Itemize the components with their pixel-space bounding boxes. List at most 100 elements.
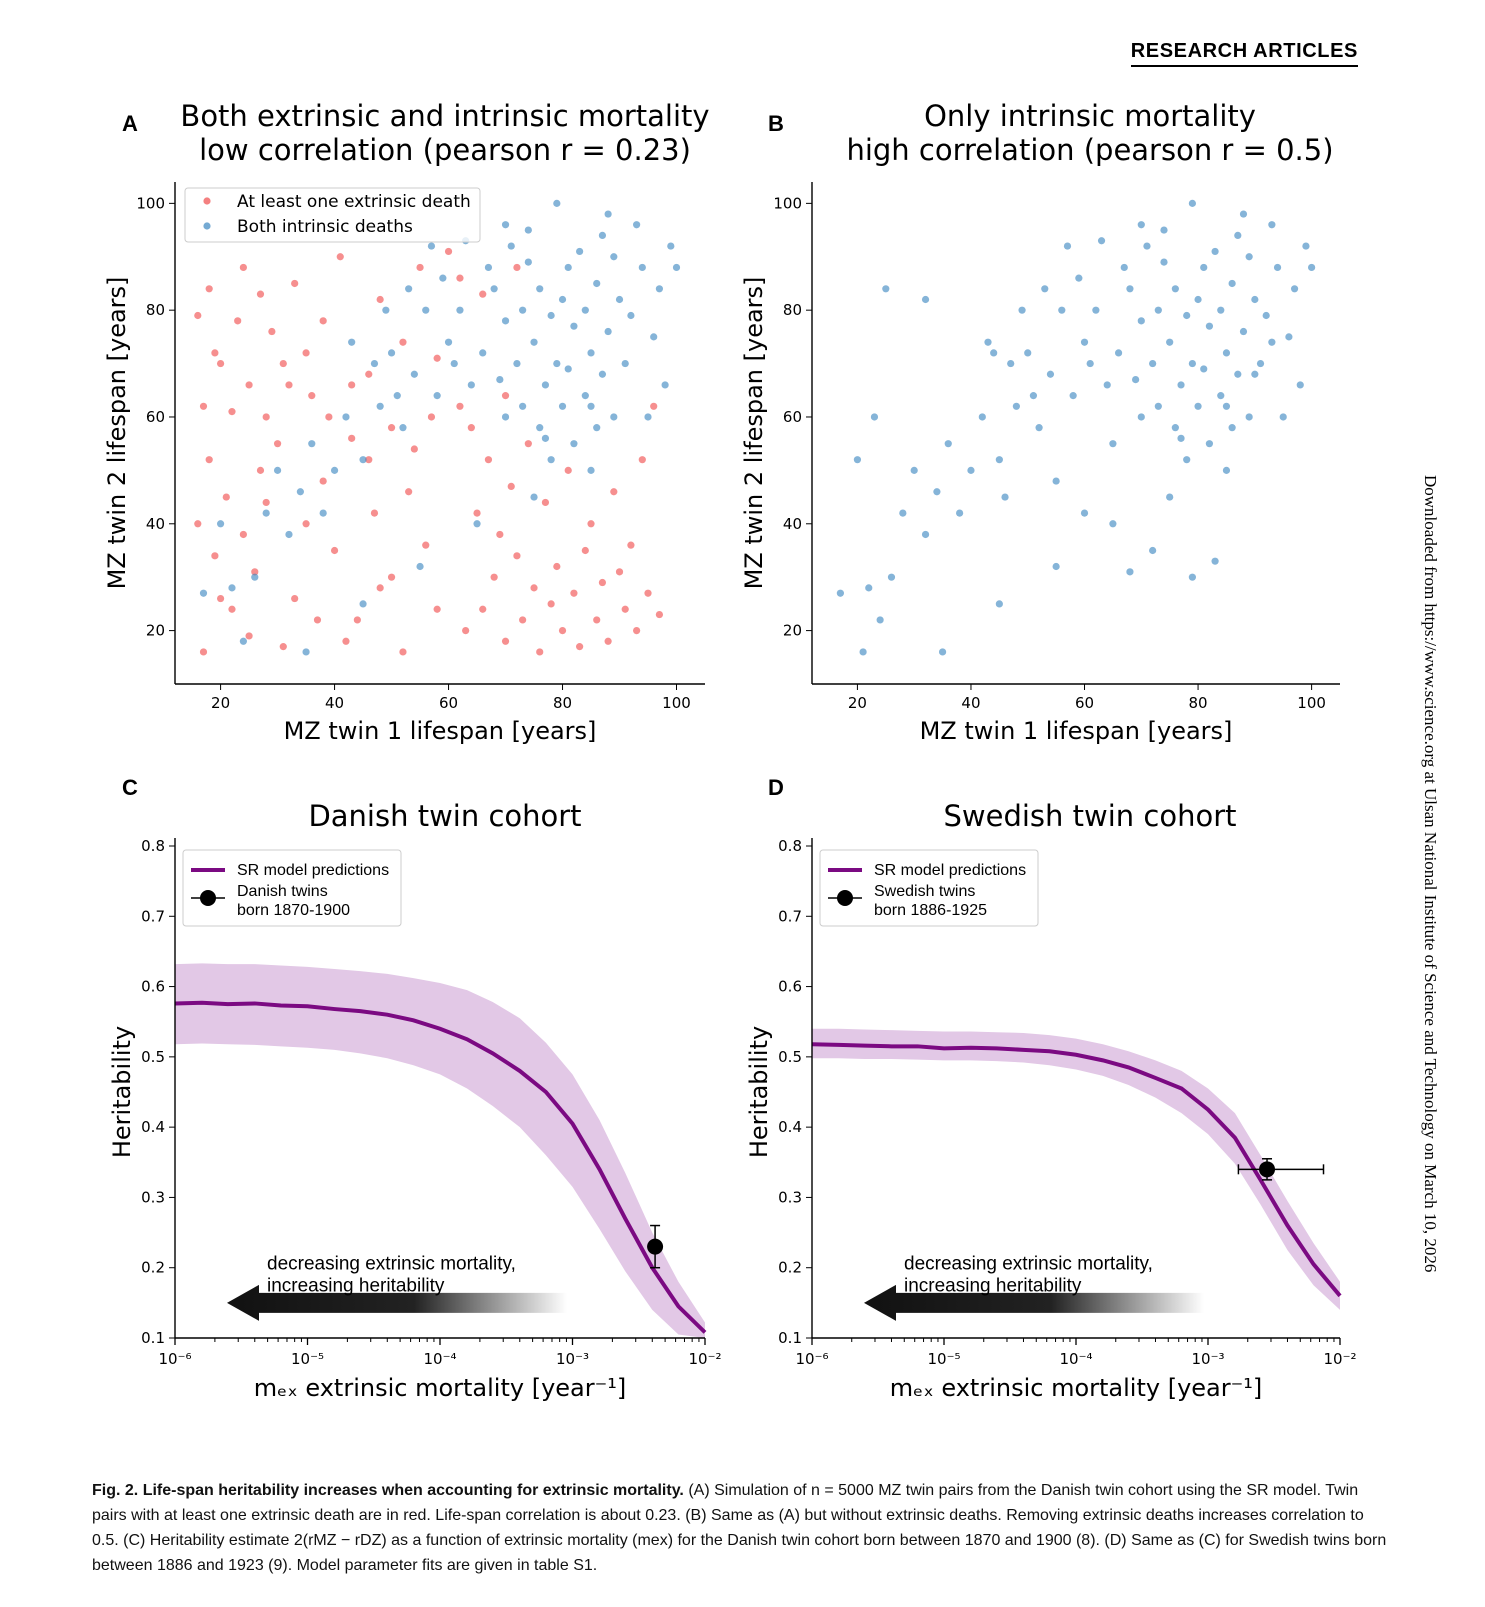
- arrow-text-line1: decreasing extrinsic mortality,: [904, 1254, 1153, 1275]
- data-point: [610, 413, 618, 421]
- caption-body: (A) Simulation of n = 5000 MZ twin pairs…: [92, 1482, 1387, 1574]
- x-tick-label: 10⁻⁶: [795, 1350, 828, 1368]
- data-point: [1183, 456, 1191, 464]
- data-point: [245, 632, 253, 640]
- data-point: [1149, 546, 1157, 555]
- data-point: [887, 573, 896, 581]
- data-point: [285, 530, 293, 539]
- data-point: [1251, 295, 1259, 304]
- x-tick-label: 10⁻⁶: [158, 1350, 191, 1368]
- y-tick-label: 0.6: [141, 978, 165, 996]
- data-point: [427, 242, 436, 250]
- data-point: [399, 338, 407, 346]
- data-point: [359, 456, 367, 464]
- y-tick-label: 40: [783, 515, 802, 533]
- y-tick-label: 80: [146, 301, 165, 319]
- data-point: [228, 584, 236, 592]
- x-tick-label: 80: [553, 694, 572, 712]
- data-point: [1154, 306, 1162, 314]
- data-point: [1177, 434, 1185, 442]
- data-point: [1137, 221, 1145, 229]
- data-point: [876, 616, 884, 624]
- data-point: [519, 616, 527, 624]
- data-point: [410, 445, 418, 453]
- observed-marker: [647, 1238, 664, 1255]
- data-point: [251, 568, 259, 576]
- data-point: [650, 333, 658, 341]
- data-point: [1239, 327, 1248, 336]
- x-axis-title: mₑₓ extrinsic mortality [year⁻¹]: [890, 1374, 1263, 1402]
- data-point: [1086, 359, 1094, 368]
- data-point: [1080, 509, 1089, 517]
- panel-a-title-line2: low correlation (pearson r = 0.23): [199, 133, 691, 167]
- data-point: [581, 306, 589, 314]
- data-point: [836, 589, 844, 597]
- data-point: [382, 306, 390, 314]
- data-point: [433, 354, 441, 362]
- data-point: [621, 605, 629, 613]
- data-point: [1279, 413, 1287, 421]
- data-point: [910, 466, 918, 474]
- data-point: [387, 424, 396, 432]
- data-point: [279, 643, 287, 651]
- data-point: [399, 648, 407, 656]
- data-point: [541, 381, 550, 389]
- data-point: [376, 584, 384, 592]
- x-axis-title: mₑₓ extrinsic mortality [year⁻¹]: [254, 1374, 627, 1402]
- legend-label-observed-line2: born 1886-1925: [874, 902, 987, 919]
- data-point: [921, 530, 930, 539]
- data-point: [439, 274, 447, 282]
- data-point: [1114, 349, 1123, 357]
- data-point: [1234, 231, 1242, 240]
- data-point: [967, 466, 975, 474]
- data-point: [319, 509, 327, 517]
- data-point: [1183, 311, 1191, 320]
- data-point: [644, 589, 652, 597]
- data-point: [422, 541, 430, 549]
- data-point: [547, 600, 555, 608]
- data-point: [330, 546, 339, 555]
- data-point: [956, 509, 964, 517]
- data-point: [216, 359, 225, 368]
- data-point: [205, 456, 213, 464]
- data-point: [610, 253, 618, 261]
- data-point: [587, 466, 595, 474]
- data-point: [615, 568, 624, 576]
- data-point: [921, 295, 930, 304]
- data-point: [1188, 199, 1196, 207]
- data-point: [1149, 359, 1157, 368]
- y-tick-label: 20: [146, 622, 165, 640]
- legend-box: [184, 187, 481, 243]
- arrow-text-line2: increasing heritability: [267, 1276, 445, 1297]
- observed-point: [647, 1224, 664, 1269]
- data-point: [302, 648, 310, 656]
- data-point: [467, 381, 475, 389]
- data-point: [553, 199, 561, 207]
- data-point: [558, 295, 567, 304]
- data-point: [370, 359, 379, 368]
- data-point: [387, 573, 396, 581]
- data-point: [473, 509, 481, 517]
- data-point: [416, 562, 424, 571]
- data-point: [507, 242, 515, 250]
- data-point: [519, 306, 527, 314]
- data-point: [1126, 285, 1134, 293]
- panel-d-title: Swedish twin cohort: [944, 799, 1237, 833]
- data-point: [576, 247, 584, 256]
- data-point: [530, 338, 538, 346]
- data-point: [1205, 440, 1214, 448]
- data-point: [484, 263, 493, 272]
- series-extrinsic: [194, 247, 664, 656]
- data-point: [1205, 322, 1214, 330]
- data-point: [1063, 242, 1072, 250]
- panel-label-b: B: [768, 111, 784, 136]
- y-axis-title: Heritability: [745, 1026, 773, 1158]
- data-point: [553, 359, 561, 368]
- data-point: [990, 349, 998, 357]
- data-point: [376, 295, 384, 304]
- data-point: [1143, 242, 1151, 250]
- data-point: [644, 413, 652, 421]
- data-point: [319, 477, 327, 485]
- data-point: [667, 242, 675, 250]
- panel-label-d: D: [768, 775, 784, 800]
